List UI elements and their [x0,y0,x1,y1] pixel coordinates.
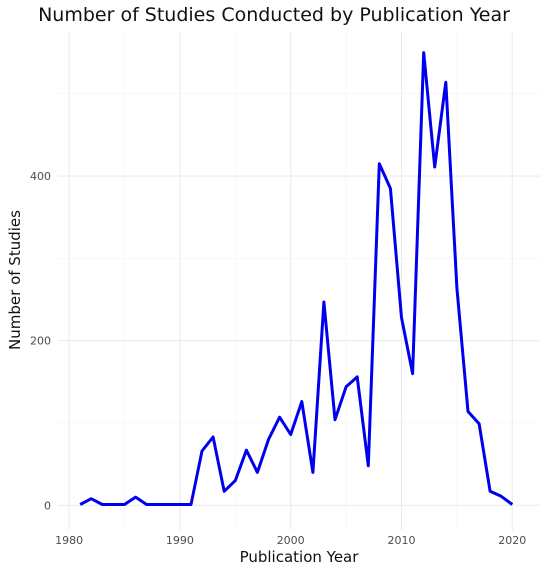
y-tick-label: 400 [30,170,51,183]
chart-title: Number of Studies Conducted by Publicati… [38,4,510,26]
x-axis-label: Publication Year [239,548,359,566]
x-tick-label: 2000 [277,534,305,547]
x-tick-label: 2020 [498,534,526,547]
series-line [79,51,514,506]
y-tick-label: 200 [30,335,51,348]
x-tick-label: 2010 [387,534,415,547]
x-tick-label: 1990 [166,534,194,547]
x-tick-label: 1980 [55,534,83,547]
y-tick-label: 0 [44,499,51,512]
